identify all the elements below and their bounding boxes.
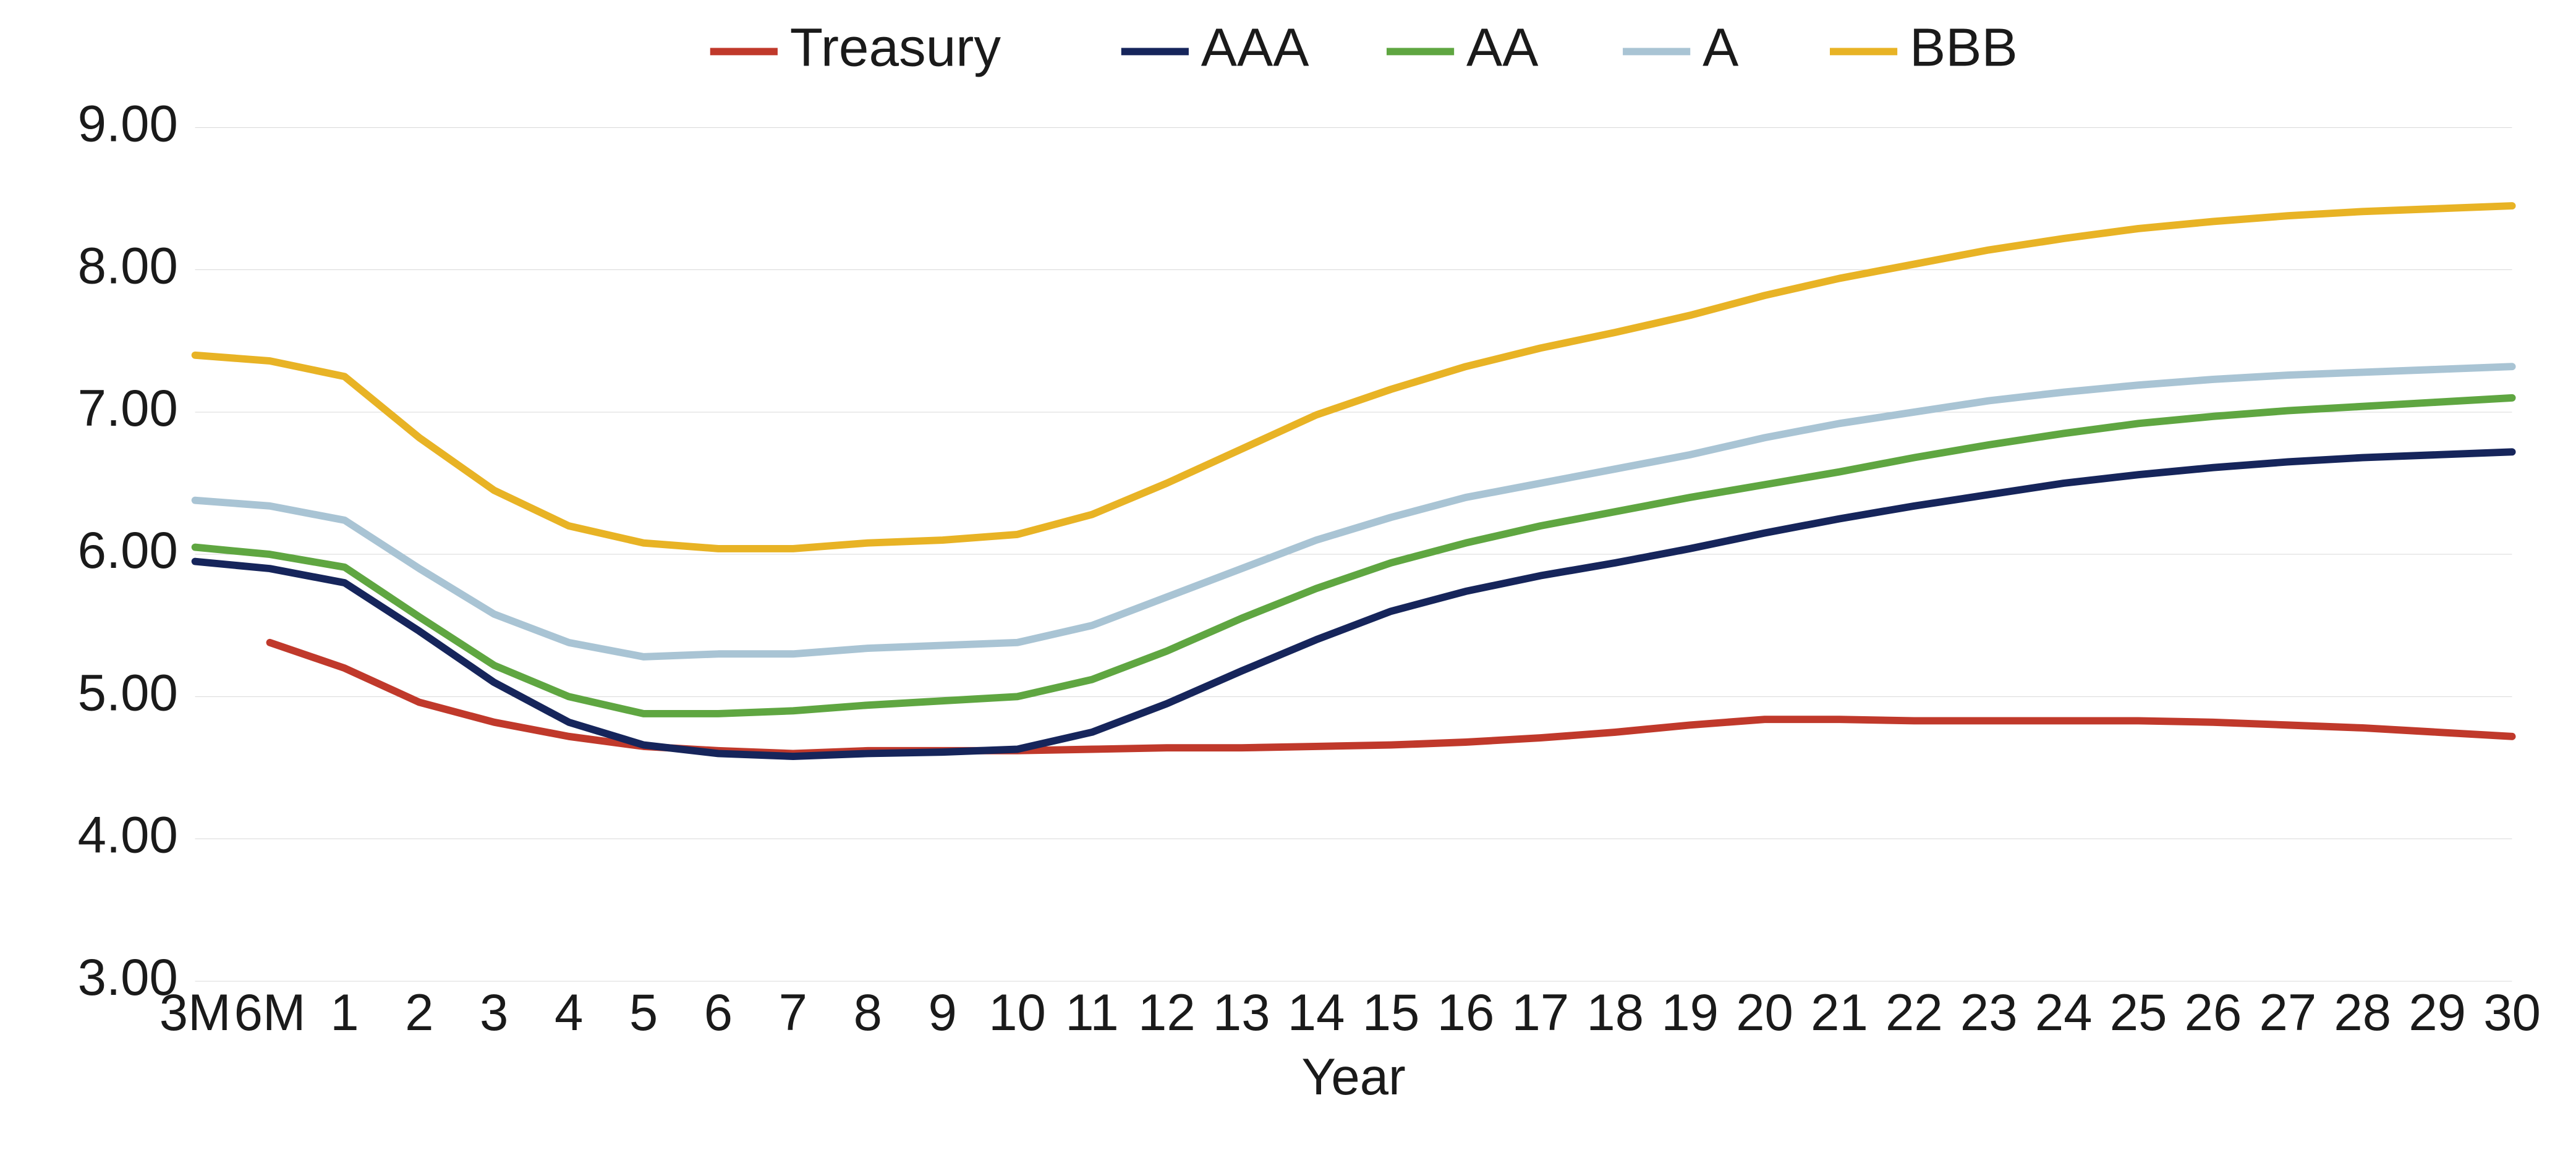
x-tick-label: 29: [2408, 984, 2466, 1041]
x-tick-label: 14: [1288, 984, 1345, 1041]
x-tick-label: 23: [1960, 984, 2018, 1041]
series-line-bbb: [195, 206, 2512, 549]
legend-label-a: A: [1702, 17, 1739, 77]
legend-label-treasury: Treasury: [790, 17, 1001, 77]
x-tick-label: 22: [1885, 984, 1943, 1041]
x-tick-label: 18: [1586, 984, 1644, 1041]
x-tick-label: 10: [988, 984, 1046, 1041]
x-tick-label: 3: [480, 984, 508, 1041]
y-tick-label: 6.00: [78, 522, 178, 579]
x-tick-label: 26: [2185, 984, 2242, 1041]
series-group: [195, 206, 2512, 756]
y-tick-label: 4.00: [78, 806, 178, 864]
x-tick-label: 17: [1512, 984, 1570, 1041]
legend-label-aaa: AAA: [1201, 17, 1309, 77]
legend: TreasuryAAAAAABBB: [710, 17, 2018, 77]
gridlines: [195, 127, 2512, 981]
x-tick-label: 21: [1811, 984, 1868, 1041]
legend-label-aa: AA: [1466, 17, 1539, 77]
y-tick-label: 9.00: [78, 95, 178, 152]
x-axis-tick-labels: 3M6M123456789101112131415161718192021222…: [159, 984, 2541, 1041]
x-axis-title: Year: [1301, 1048, 1405, 1105]
series-line-aaa: [195, 452, 2512, 756]
x-tick-label: 3M: [159, 984, 231, 1041]
x-tick-label: 20: [1736, 984, 1793, 1041]
y-tick-label: 7.00: [78, 379, 178, 437]
y-axis-tick-labels: 3.004.005.006.007.008.009.00: [78, 95, 178, 1005]
x-tick-label: 27: [2259, 984, 2317, 1041]
x-tick-label: 30: [2483, 984, 2541, 1041]
yield-curve-chart: 3.004.005.006.007.008.009.003M6M12345678…: [0, 0, 2576, 1158]
x-tick-label: 16: [1437, 984, 1495, 1041]
x-tick-label: 15: [1362, 984, 1420, 1041]
x-tick-label: 1: [330, 984, 359, 1041]
x-tick-label: 11: [1065, 984, 1119, 1041]
x-tick-label: 12: [1138, 984, 1196, 1041]
x-tick-label: 25: [2110, 984, 2167, 1041]
y-tick-label: 5.00: [78, 664, 178, 721]
x-tick-label: 13: [1213, 984, 1270, 1041]
x-tick-label: 6: [704, 984, 733, 1041]
chart-svg: 3.004.005.006.007.008.009.003M6M12345678…: [5, 5, 2561, 1153]
legend-label-bbb: BBB: [1910, 17, 2018, 77]
x-tick-label: 7: [779, 984, 807, 1041]
x-tick-label: 2: [405, 984, 433, 1041]
series-line-aa: [195, 398, 2512, 714]
x-tick-label: 4: [555, 984, 583, 1041]
x-tick-label: 19: [1661, 984, 1719, 1041]
x-tick-label: 6M: [234, 984, 306, 1041]
x-tick-label: 9: [928, 984, 956, 1041]
x-tick-label: 5: [629, 984, 658, 1041]
x-tick-label: 24: [2035, 984, 2093, 1041]
x-tick-label: 28: [2334, 984, 2391, 1041]
y-tick-label: 8.00: [78, 237, 178, 295]
x-tick-label: 8: [854, 984, 882, 1041]
